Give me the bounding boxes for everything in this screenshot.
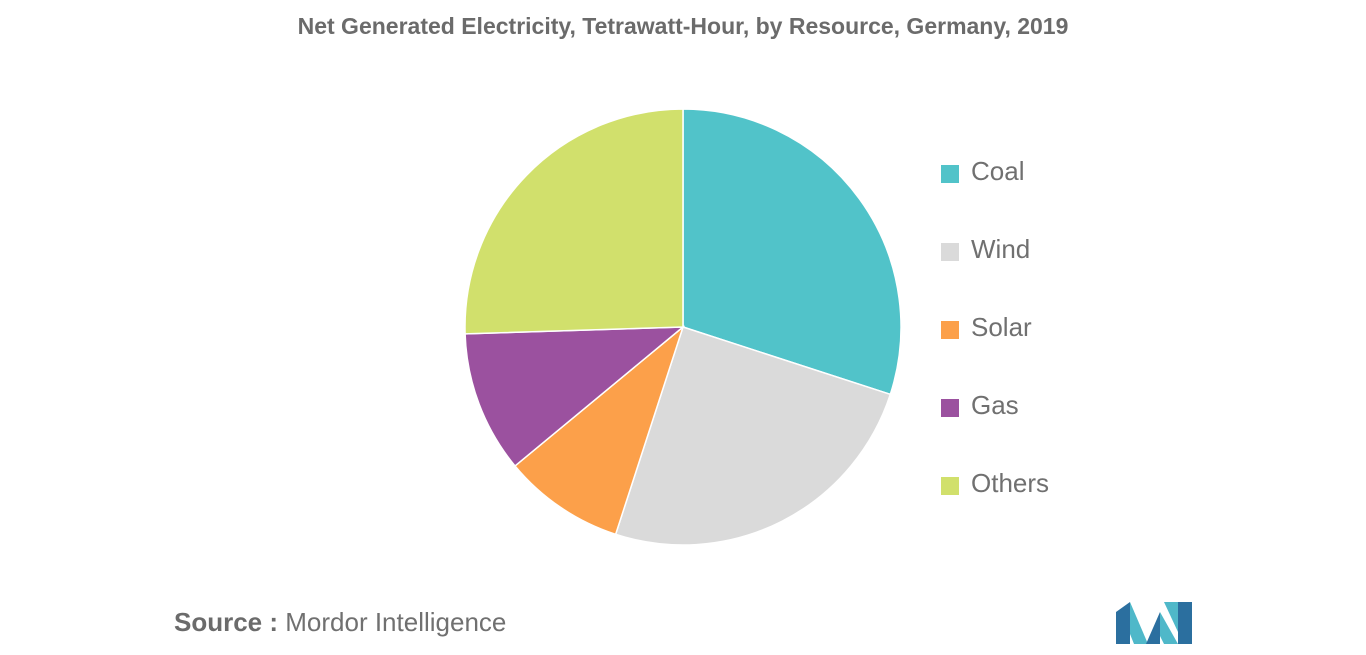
pie-slice-gas [464, 326, 686, 468]
source-name: Mordor Intelligence [278, 607, 507, 637]
legend-item-others: Others [941, 462, 1141, 540]
legend-item-coal: Coal [941, 150, 1141, 228]
legend-swatch [941, 243, 959, 261]
legend-label: Gas [971, 390, 1019, 420]
legend-swatch [941, 165, 959, 183]
source-note: Source : Mordor Intelligence [174, 607, 506, 638]
legend-label: Others [971, 468, 1050, 498]
legend-item-gas: Gas [941, 384, 1141, 462]
pie-slice-coal [682, 108, 902, 396]
legend-label: Solar [971, 312, 1032, 342]
pie-slice-wind [614, 326, 892, 546]
legend-swatch [941, 321, 959, 339]
mordor-intelligence-logo-icon [1116, 602, 1192, 644]
legend-item-wind: Wind [941, 228, 1141, 306]
pie-slice-others [464, 108, 684, 335]
chart-title: Net Generated Electricity, Tetrawatt-Hou… [297, 13, 1069, 39]
legend-item-solar: Solar [941, 306, 1141, 384]
legend-label: Wind [971, 234, 1031, 264]
pie-slice-solar [513, 324, 685, 536]
legend-swatch [941, 399, 959, 417]
chart-legend: Coal Wind Solar Gas Others [941, 150, 1141, 540]
legend-label: Coal [971, 156, 1025, 186]
legend-swatch [941, 477, 959, 495]
source-prefix: Source : [174, 607, 279, 637]
